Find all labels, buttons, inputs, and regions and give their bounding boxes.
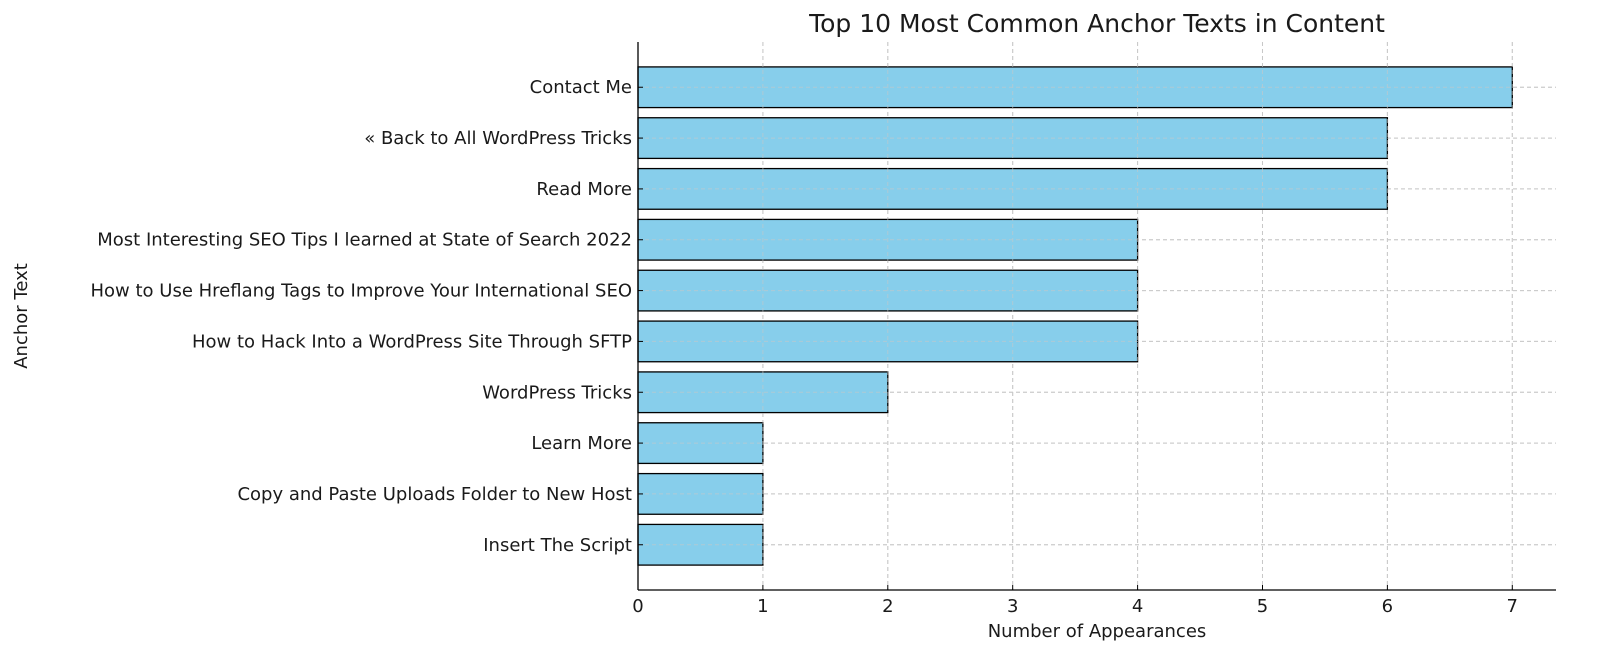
x-tick-label: 7 xyxy=(1507,596,1518,617)
y-tick-label: Contact Me xyxy=(530,77,632,98)
axes xyxy=(637,42,1556,591)
x-tick-label: 6 xyxy=(1382,596,1393,617)
y-tick-label: Read More xyxy=(536,179,632,200)
y-tick-label: How to Hack Into a WordPress Site Throug… xyxy=(192,331,632,352)
bar xyxy=(637,523,764,566)
y-tick-label: Insert The Script xyxy=(483,535,632,556)
y-tick-label: WordPress Tricks xyxy=(482,382,632,403)
bar xyxy=(637,320,1139,363)
y-tick-label: « Back to All WordPress Tricks xyxy=(364,128,632,149)
x-tick-label: 1 xyxy=(757,596,768,617)
y-tick-labels: Contact Me « Back to All WordPress Tricks… xyxy=(91,77,633,556)
chart-title: Top 10 Most Common Anchor Texts in Conte… xyxy=(808,9,1385,38)
y-tick-label: Most Interesting SEO Tips I learned at S… xyxy=(97,230,632,251)
grid-overlay xyxy=(637,42,1556,590)
x-tick-label: 5 xyxy=(1257,596,1268,617)
x-tick-label: 2 xyxy=(882,596,893,617)
x-axis-label: Number of Appearances xyxy=(988,621,1207,642)
x-tick-label: 4 xyxy=(1132,596,1143,617)
y-axis-label: Anchor Text xyxy=(11,263,32,369)
y-tick-label: Learn More xyxy=(531,433,632,454)
x-tick-label: 3 xyxy=(1007,596,1018,617)
x-tick-labels: 0 1 2 3 4 5 6 7 xyxy=(632,596,1518,617)
y-tick-label: Copy and Paste Uploads Folder to New Hos… xyxy=(237,484,632,505)
x-tick-label: 0 xyxy=(632,596,643,617)
bar xyxy=(637,422,764,465)
y-tick-label: How to Use Hreflang Tags to Improve Your… xyxy=(91,281,633,302)
bar xyxy=(637,472,764,515)
bars xyxy=(637,66,1513,566)
